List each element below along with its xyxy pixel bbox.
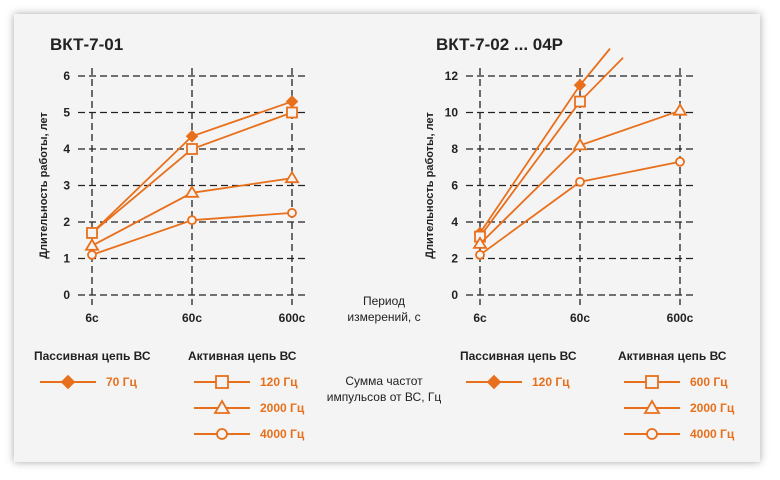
chart1-legend-active-label: 120 Гц xyxy=(260,375,298,389)
chart1-ytick-label: 1 xyxy=(63,252,70,266)
chart2-series-3-point-1 xyxy=(575,176,585,187)
chart1-legend-active-label: 4000 Гц xyxy=(260,427,305,441)
chart1-ylabel: Длительность работы, лет xyxy=(38,112,50,259)
chart1-ytick-label: 0 xyxy=(63,288,70,302)
chart1-legend-active-marker xyxy=(213,399,231,414)
chart1-series-2-point-2 xyxy=(284,170,300,184)
chart2-series-line-3 xyxy=(479,160,681,256)
chart2-ytick-label: 10 xyxy=(445,106,459,120)
chart1-ytick-label: 5 xyxy=(63,106,70,120)
chart1-title: ВКТ-7-01 xyxy=(50,35,123,54)
chart2-ytick-label: 12 xyxy=(445,69,459,83)
legend-caption-line1: Сумма частот xyxy=(345,374,423,388)
chart1-ytick-label: 3 xyxy=(63,179,70,193)
chart2-legend-passive-head: Пассивная цепь ВС xyxy=(460,349,577,363)
chart1-xtick-label: 60с xyxy=(182,311,202,325)
chart2-legend-active-marker xyxy=(643,399,661,414)
chart1-ytick-label: 2 xyxy=(63,215,70,229)
chart1-series-1-point-1 xyxy=(186,143,198,155)
x-axis-caption-line1: Период xyxy=(363,294,405,308)
chart2-series-1-point-1 xyxy=(574,95,586,108)
chart2-xtick-label: 600с xyxy=(667,311,694,325)
chart2-legend-passive-label: 120 Гц xyxy=(532,375,570,389)
chart2-legend-active-marker xyxy=(646,428,658,440)
chart2-ytick-label: 8 xyxy=(451,142,458,156)
chart2-title: ВКТ-7-02 ... 04Р xyxy=(436,35,563,54)
chart2-series-2-point-0 xyxy=(472,236,488,249)
chart1-series-2-point-1 xyxy=(184,185,200,198)
chart2-xtick-label: 60с xyxy=(570,311,590,325)
chart1-plot: 0 1 2 3 4 5 6 6с 60с 600с Длительность работы, лет xyxy=(38,68,306,325)
chart1-series-1-point-2 xyxy=(286,106,298,119)
chart1-series-3-point-2 xyxy=(287,207,297,218)
chart1-xtick-label: 6с xyxy=(85,311,99,325)
chart2-series-3-point-2 xyxy=(675,156,685,167)
chart1-ytick-label: 6 xyxy=(63,69,70,83)
chart1-legend-active-head: Активная цепь ВС xyxy=(188,349,297,363)
chart2-legend-active-marker xyxy=(645,375,659,389)
chart1-xtick-label: 600с xyxy=(279,311,306,325)
chart2-ytick-label: 2 xyxy=(451,252,458,266)
chart1-ytick-label: 4 xyxy=(63,142,70,156)
chart2-series-line-1 xyxy=(479,57,624,238)
chart1-legend-active-marker xyxy=(216,428,228,440)
chart2-legend-active-label: 600 Гц xyxy=(690,375,728,389)
chart2-series-2-point-2 xyxy=(672,102,688,116)
chart2-legend-active-head: Активная цепь ВС xyxy=(618,349,727,363)
chart2-legend-active-label: 2000 Гц xyxy=(690,401,735,415)
chart2-plot: 0 2 4 6 8 10 12 6с 60с 600с Длительность работы, л… xyxy=(424,48,694,325)
chart2-series-3-point-0 xyxy=(475,249,485,260)
chart1-series-1-point-0 xyxy=(86,227,98,239)
chart2-xtick-label: 6с xyxy=(473,311,487,325)
chart1-series-3-point-1 xyxy=(187,215,197,226)
chart2-ytick-label: 4 xyxy=(451,215,458,229)
chart2-series-0-point-1 xyxy=(573,78,587,92)
chart1-legend-active-marker xyxy=(215,375,229,389)
chart2-ytick-label: 6 xyxy=(451,179,458,193)
chart2-ytick-label: 0 xyxy=(451,288,458,302)
legend-caption-line2: импульсов от ВС, Гц xyxy=(327,390,442,404)
chart1-legend-passive-head: Пассивная цепь ВС xyxy=(34,349,151,363)
chart2-legend: Пассивная цепь ВС Активная цепь ВС 120 Гц 6… xyxy=(460,349,735,441)
chart1-series-2-point-0 xyxy=(84,237,100,251)
chart2-legend-active-label: 4000 Гц xyxy=(690,427,735,441)
chart2-ylabel: Длительность работы, лет xyxy=(424,112,436,259)
chart1-legend-passive-label: 70 Гц xyxy=(106,375,137,389)
chart1-series-3-point-0 xyxy=(87,249,97,260)
chart1-legend: Пассивная цепь ВС Активная цепь ВС 70 Гц 12… xyxy=(34,349,305,441)
chart2-legend-passive-marker xyxy=(486,374,502,390)
chart1-series-0-point-1 xyxy=(185,129,199,143)
chart1-series-0-point-2 xyxy=(285,95,299,108)
x-axis-caption-line2: измерений, с xyxy=(347,310,420,324)
chart1-legend-active-label: 2000 Гц xyxy=(260,401,305,415)
chart2-series-2-point-1 xyxy=(572,137,588,151)
chart1-legend-passive-marker xyxy=(60,374,76,390)
